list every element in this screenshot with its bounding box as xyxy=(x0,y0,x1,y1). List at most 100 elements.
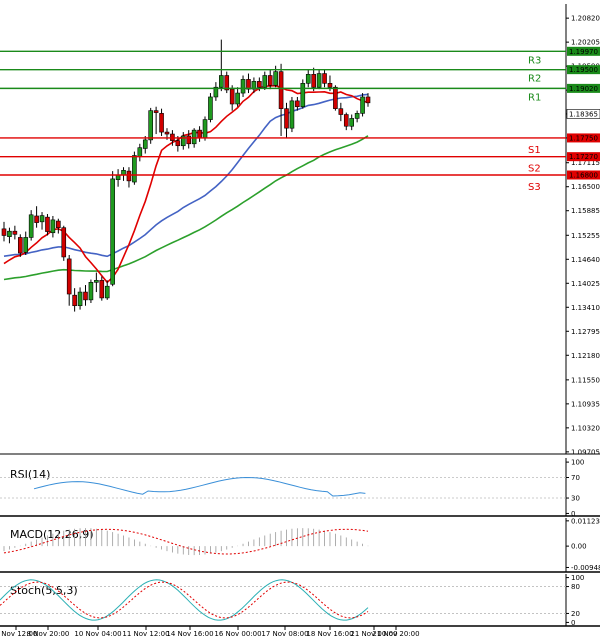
level-price-label-s2: 1.17270 xyxy=(569,153,598,161)
level-label-s1: S1 xyxy=(528,145,541,156)
candle-body xyxy=(295,100,300,108)
candle-body xyxy=(316,73,322,88)
rsi-panel: 100 70 30 0 RSI(14) xyxy=(0,458,600,518)
time-tick-label: 11 Nov 12:00 xyxy=(122,630,169,638)
indicator-tick-label: 80 xyxy=(571,583,580,591)
candle-body xyxy=(284,108,289,129)
candle-body xyxy=(322,73,327,84)
level-label-r2: R2 xyxy=(528,74,541,85)
indicator-title: MACD(12,26,9) xyxy=(10,528,94,541)
price-tick-label: 1.13410 xyxy=(571,304,600,312)
indicator-tick-label: 0 xyxy=(571,510,575,518)
price-tick-label: 1.20205 xyxy=(571,39,600,47)
price-tick-label: 1.14025 xyxy=(571,280,600,288)
price-tick-label: 1.14640 xyxy=(571,256,600,264)
price-tick-label: 1.12795 xyxy=(571,328,600,336)
candle-body xyxy=(197,129,202,139)
indicator-tick-label: 20 xyxy=(571,610,580,618)
candle-body xyxy=(148,110,153,141)
price-tick-label: 1.10935 xyxy=(571,400,600,408)
candle-body xyxy=(137,147,143,157)
candle-body xyxy=(83,291,88,301)
candle-body xyxy=(180,135,186,147)
candle-body xyxy=(300,83,306,108)
candle-body xyxy=(56,220,61,228)
candle-body xyxy=(142,139,148,149)
candle-body xyxy=(349,118,355,127)
level-price-label-s3: 1.16800 xyxy=(569,172,598,180)
candle-body xyxy=(235,92,240,105)
stoch-k-line xyxy=(0,579,369,621)
indicator-tick-label: 0.00 xyxy=(571,543,587,551)
indicator-tick-label: 100 xyxy=(571,459,584,467)
indicator-tick-label: 0.011235 xyxy=(571,517,600,525)
price-tick-label: 1.15885 xyxy=(571,207,600,215)
candle-body xyxy=(17,237,23,254)
time-tick-label: 10 Nov 04:00 xyxy=(74,630,121,638)
time-tick-label: 8 Nov 20:00 xyxy=(27,630,70,638)
time-tick-label: 16 Nov 00:00 xyxy=(214,630,261,638)
current-price-tag xyxy=(566,109,600,119)
candle-body xyxy=(278,71,284,109)
level-price-tag-s2 xyxy=(567,152,600,162)
candle-body xyxy=(360,96,365,114)
level-price-label-s1: 1.17750 xyxy=(569,134,598,142)
slow-moving-average-line xyxy=(3,135,369,281)
level-price-tag-r3 xyxy=(567,46,600,56)
candle-body xyxy=(50,219,56,234)
level-label-r3: R3 xyxy=(528,55,541,66)
candle-body xyxy=(333,86,338,109)
candle-body xyxy=(115,174,121,180)
candle-body xyxy=(159,113,164,133)
indicator-tick-label: 100 xyxy=(571,574,584,582)
candle-body xyxy=(338,108,344,115)
candle-body xyxy=(132,155,137,183)
indicator-title: Stoch(5,5,3) xyxy=(10,584,78,597)
indicator-tick-label: 30 xyxy=(571,495,580,503)
candle-body xyxy=(240,79,246,94)
candle-body xyxy=(175,140,181,147)
price-tick-label: 1.16500 xyxy=(571,183,600,191)
candle-body xyxy=(153,110,159,113)
candle-body xyxy=(104,285,110,299)
candle-body xyxy=(213,86,219,98)
candle-body xyxy=(1,228,7,236)
candle-body xyxy=(121,170,126,176)
level-price-tag-r2 xyxy=(567,65,600,75)
level-price-tag-r1 xyxy=(567,83,600,93)
candle-body xyxy=(12,230,18,235)
price-tick-label: 1.10320 xyxy=(571,424,600,432)
candle-body xyxy=(45,216,50,232)
candle-body xyxy=(354,113,360,119)
candle-body xyxy=(343,114,349,127)
candle-body xyxy=(257,81,262,88)
indicator-tick-label: 0 xyxy=(571,619,575,627)
level-label-s2: S2 xyxy=(528,164,541,175)
level-label-r1: R1 xyxy=(528,92,541,103)
level-price-label-r3: 1.19970 xyxy=(569,48,598,56)
candle-body xyxy=(72,294,77,307)
price-tick-label: 1.12180 xyxy=(571,352,600,360)
candle-body xyxy=(273,71,278,86)
time-tick-label: 17 Nov 08:00 xyxy=(261,630,308,638)
candle-body xyxy=(94,280,99,283)
candle-body xyxy=(34,215,39,223)
price-tick-label: 1.17115 xyxy=(571,159,600,167)
candle-body xyxy=(164,131,170,135)
level-price-label-r2: 1.19500 xyxy=(569,66,598,74)
candle-body xyxy=(23,237,29,253)
candle-body xyxy=(305,74,311,84)
candle-body xyxy=(110,178,115,285)
candle-body xyxy=(77,291,83,307)
time-tick-label: 6 Nov 12:00 xyxy=(0,630,37,638)
time-tick-label: 18 Nov 16:00 xyxy=(306,630,353,638)
candle-body xyxy=(311,74,316,88)
candle-body xyxy=(224,75,230,91)
level-price-tag-s1 xyxy=(567,133,600,143)
candle-body xyxy=(262,75,268,88)
price-tick-label: 1.15255 xyxy=(571,232,600,240)
indicator-panel-bg xyxy=(0,458,566,516)
candle-body xyxy=(289,100,295,129)
level-price-label-r1: 1.19020 xyxy=(569,85,598,93)
